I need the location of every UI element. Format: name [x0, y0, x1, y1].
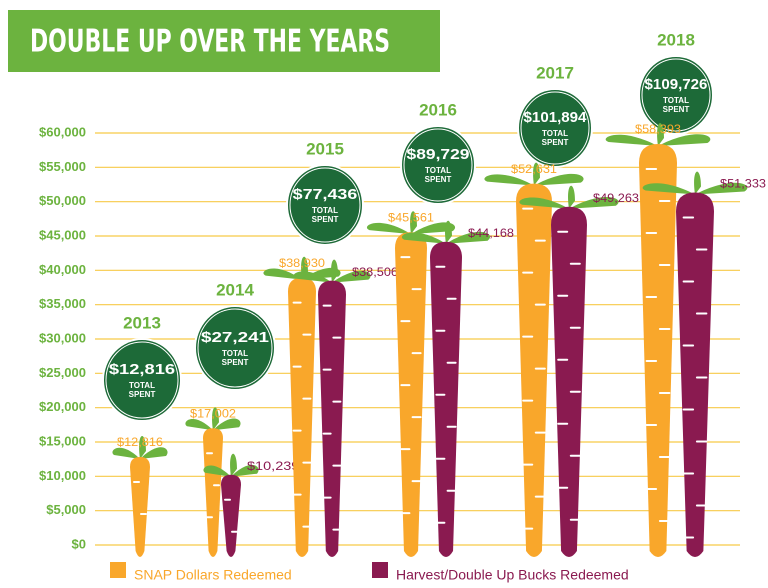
- year-label: 2016: [419, 100, 457, 119]
- y-tick-label: $60,000: [39, 124, 86, 139]
- total-label: $12,816: [109, 361, 175, 378]
- value-label: $38,930: [279, 256, 325, 270]
- chart-title: DOUBLE UP OVER THE YEARS: [30, 24, 390, 60]
- carrot: [395, 232, 427, 557]
- year-label: 2015: [306, 139, 344, 158]
- total-caption: TOTAL: [129, 381, 155, 390]
- year-label: 2014: [216, 280, 254, 299]
- y-tick-label: $20,000: [39, 399, 86, 414]
- value-label: $45,561: [388, 210, 434, 224]
- y-tick-label: $15,000: [39, 433, 86, 448]
- value-label: $58,393: [635, 122, 681, 136]
- total-badge: [287, 165, 363, 245]
- total-caption: SPENT: [129, 390, 156, 399]
- y-tick-label: $0: [72, 536, 86, 551]
- legend-label: SNAP Dollars Redeemed: [134, 567, 292, 583]
- value-label: $49,263: [593, 191, 639, 205]
- total-label: $77,436: [293, 186, 358, 203]
- y-tick-label: $10,000: [39, 468, 86, 483]
- y-tick-label: $25,000: [39, 365, 86, 380]
- value-label: $52,631: [511, 162, 557, 176]
- value-label: $17,002: [190, 406, 236, 420]
- y-tick-label: $50,000: [39, 193, 86, 208]
- chart: DOUBLE UP OVER THE YEARS $0 $5,000 $10,000…: [0, 0, 768, 588]
- legend-label: Harvest/Double Up Bucks Redeemed: [396, 567, 629, 583]
- total-label: $101,894: [524, 109, 588, 126]
- total-caption: SPENT: [542, 138, 569, 147]
- value-label: $38,506: [352, 265, 398, 279]
- total-caption: TOTAL: [425, 166, 451, 175]
- y-tick-label: $35,000: [39, 296, 86, 311]
- total-badge: [195, 306, 275, 390]
- total-caption: SPENT: [425, 175, 452, 184]
- y-tick-label: $45,000: [39, 227, 86, 242]
- total-caption: SPENT: [663, 105, 690, 114]
- total-caption: SPENT: [312, 215, 339, 224]
- carrot: [130, 457, 150, 557]
- legend-swatch: [110, 562, 126, 578]
- value-label: $51,333: [720, 177, 766, 191]
- carrot: [551, 207, 587, 557]
- carrot: [516, 184, 552, 557]
- total-caption: TOTAL: [222, 349, 248, 358]
- carrot: [288, 278, 316, 557]
- year-label: 2017: [536, 63, 574, 82]
- total-caption: TOTAL: [312, 206, 338, 215]
- total-badge: [103, 339, 181, 421]
- total-caption: TOTAL: [663, 96, 689, 105]
- year-label: 2018: [657, 30, 695, 49]
- total-label: $89,729: [407, 146, 470, 163]
- carrot: [676, 193, 714, 557]
- carrot: [318, 281, 346, 557]
- carrot: [203, 428, 223, 557]
- total-label: $27,241: [201, 329, 269, 346]
- value-label: $12,816: [117, 435, 163, 449]
- total-badge: [518, 89, 592, 167]
- legend-swatch: [372, 562, 388, 578]
- y-tick-label: $30,000: [39, 330, 86, 345]
- carrot: [430, 242, 462, 557]
- total-caption: SPENT: [222, 358, 249, 367]
- total-badge: [401, 126, 475, 204]
- y-tick-label: $5,000: [46, 502, 86, 517]
- y-tick-label: $40,000: [39, 262, 86, 277]
- year-label: 2013: [123, 313, 161, 332]
- total-caption: TOTAL: [542, 129, 568, 138]
- carrot: [639, 144, 677, 557]
- value-label: $44,168: [468, 226, 514, 240]
- total-label: $109,726: [645, 76, 708, 93]
- y-tick-label: $55,000: [39, 159, 86, 174]
